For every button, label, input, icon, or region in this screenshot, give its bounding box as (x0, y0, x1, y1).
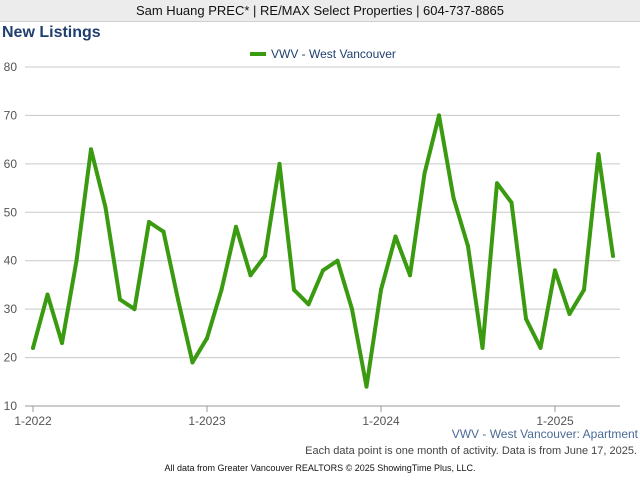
data-point (379, 287, 383, 292)
y-tick-label: 30 (4, 302, 18, 316)
y-tick-label: 80 (4, 60, 18, 74)
y-tick-label: 20 (4, 351, 18, 365)
data-point (335, 258, 340, 263)
data-point (321, 268, 325, 273)
agent-contact-line: Sam Huang PREC* | RE/MAX Select Properti… (135, 3, 505, 18)
data-point (31, 345, 35, 350)
legend: VWV - West Vancouver (250, 47, 396, 61)
data-point (495, 181, 499, 186)
data-point (45, 292, 50, 297)
legend-label: VWV - West Vancouver (271, 47, 396, 61)
footer-credit: All data from Greater Vancouver REALTORS… (164, 463, 476, 473)
data-point (292, 287, 296, 292)
data-point (538, 345, 543, 350)
y-tick-label: 50 (4, 205, 18, 219)
data-point (118, 297, 122, 302)
data-point (393, 234, 398, 239)
data-point (103, 205, 108, 210)
data-point (277, 161, 282, 166)
data-point (147, 219, 151, 224)
data-point (161, 229, 166, 234)
x-tick-label: 1-2023 (188, 414, 226, 428)
data-point (89, 147, 93, 152)
data-point (190, 360, 195, 365)
data-point (480, 345, 485, 350)
y-tick-label: 70 (4, 108, 18, 122)
data-point (408, 273, 412, 278)
data-point (466, 244, 470, 249)
data-point (364, 384, 369, 389)
data-point (596, 152, 601, 157)
header-bar: Sam Huang PREC* | RE/MAX Select Properti… (0, 0, 640, 22)
y-tick-label: 10 (4, 399, 18, 413)
data-point (524, 316, 528, 321)
data-point (74, 258, 79, 263)
chart-subtitle: VWV - West Vancouver: Apartment (451, 427, 638, 441)
x-tick-label: 1-2024 (362, 414, 400, 428)
data-point (611, 253, 615, 258)
data-point (132, 307, 137, 312)
data-point (263, 253, 267, 258)
data-point (205, 336, 209, 341)
x-tick-label: 1-2022 (14, 414, 52, 428)
data-note: Each data point is one month of activity… (305, 445, 637, 457)
x-tick-label: 1-2025 (536, 414, 574, 428)
data-point (350, 307, 354, 312)
data-point (582, 287, 586, 292)
y-tick-label: 40 (4, 254, 18, 268)
data-point (176, 297, 180, 302)
data-point (306, 302, 311, 307)
page-title: New Listings (2, 24, 101, 41)
data-point (248, 273, 253, 278)
series-line-vwv-west-vancouver (31, 113, 615, 389)
data-point (219, 287, 224, 292)
data-point (567, 311, 572, 316)
axis-layer: 10 20 30 40 50 60 70 80 1-2022 1-2023 1-2024 1-2025 (4, 60, 620, 428)
grid-layer (25, 66, 620, 407)
data-point (509, 200, 514, 205)
data-point (437, 113, 441, 118)
y-tick-label: 60 (4, 157, 18, 171)
data-point (451, 195, 456, 200)
data-point (234, 224, 238, 229)
data-point (422, 171, 427, 176)
data-point (553, 268, 557, 273)
series-layer (31, 113, 615, 389)
data-point (60, 341, 64, 346)
